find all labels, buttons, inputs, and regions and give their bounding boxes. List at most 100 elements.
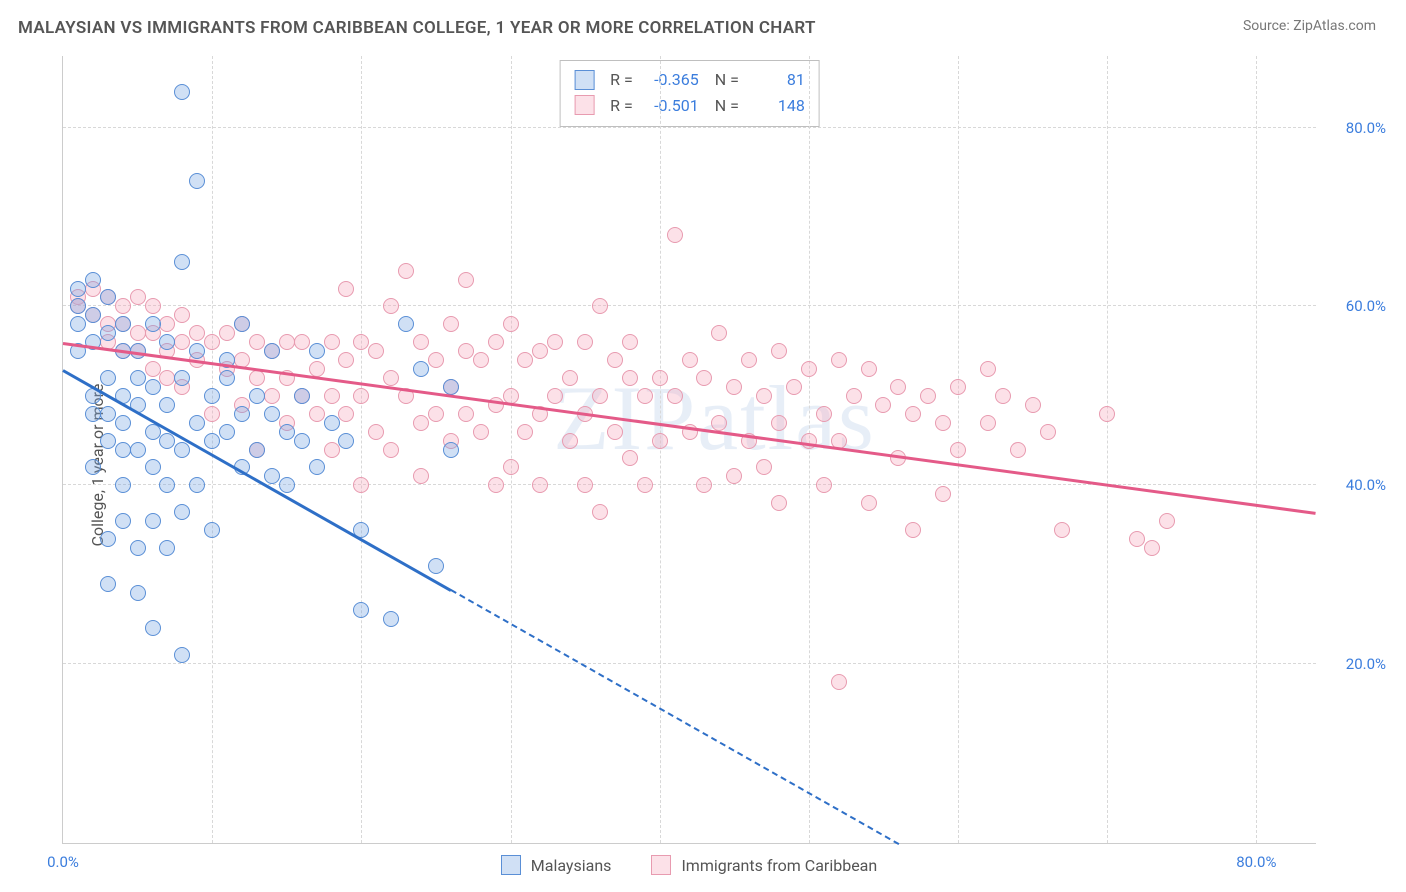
scatter-point-malaysians <box>309 343 325 359</box>
stat-n-b: 148 <box>749 93 805 119</box>
legend-label-b: Immigrants from Caribbean <box>681 856 877 875</box>
scatter-point-malaysians <box>249 442 265 458</box>
scatter-point-caribbean <box>249 370 265 386</box>
scatter-point-caribbean <box>159 370 175 386</box>
scatter-point-malaysians <box>100 289 116 305</box>
scatter-point-caribbean <box>592 388 608 404</box>
scatter-point-malaysians <box>115 415 131 431</box>
scatter-point-caribbean <box>592 298 608 314</box>
scatter-point-caribbean <box>622 450 638 466</box>
scatter-point-caribbean <box>592 504 608 520</box>
scatter-point-malaysians <box>70 298 86 314</box>
scatter-point-caribbean <box>115 298 131 314</box>
scatter-point-malaysians <box>130 370 146 386</box>
stat-label-n: N = <box>715 67 739 93</box>
scatter-point-caribbean <box>935 415 951 431</box>
scatter-point-caribbean <box>1159 513 1175 529</box>
chart-title: MALAYSIAN VS IMMIGRANTS FROM CARIBBEAN C… <box>18 18 816 38</box>
scatter-point-malaysians <box>219 370 235 386</box>
scatter-point-caribbean <box>950 442 966 458</box>
scatter-point-caribbean <box>756 388 772 404</box>
scatter-point-caribbean <box>667 227 683 243</box>
scatter-point-caribbean <box>711 415 727 431</box>
scatter-point-caribbean <box>756 459 772 475</box>
scatter-point-caribbean <box>503 316 519 332</box>
stat-r-a: -0.365 <box>643 67 699 93</box>
scatter-point-caribbean <box>503 459 519 475</box>
gridline-v <box>361 56 362 843</box>
scatter-point-malaysians <box>353 602 369 618</box>
scatter-point-malaysians <box>100 406 116 422</box>
scatter-point-malaysians <box>189 415 205 431</box>
scatter-point-caribbean <box>652 433 668 449</box>
scatter-point-malaysians <box>159 334 175 350</box>
scatter-point-caribbean <box>875 397 891 413</box>
scatter-point-malaysians <box>264 468 280 484</box>
scatter-point-malaysians <box>189 477 205 493</box>
gridline-h <box>63 484 1316 485</box>
scatter-point-malaysians <box>145 620 161 636</box>
trendline-malaysians-dashed <box>450 589 898 845</box>
scatter-point-malaysians <box>159 397 175 413</box>
scatter-point-malaysians <box>145 459 161 475</box>
scatter-point-malaysians <box>115 477 131 493</box>
scatter-point-caribbean <box>1099 406 1115 422</box>
stat-r-b: -0.501 <box>643 93 699 119</box>
scatter-point-caribbean <box>905 522 921 538</box>
scatter-point-malaysians <box>234 316 250 332</box>
scatter-point-caribbean <box>831 674 847 690</box>
scatter-point-malaysians <box>204 388 220 404</box>
scatter-point-malaysians <box>279 424 295 440</box>
scatter-point-caribbean <box>279 334 295 350</box>
scatter-point-caribbean <box>458 272 474 288</box>
scatter-point-caribbean <box>607 352 623 368</box>
swatch-malaysians <box>501 855 521 875</box>
scatter-point-caribbean <box>1040 424 1056 440</box>
trendline-caribbean <box>63 342 1316 515</box>
stat-label-n: N = <box>715 93 739 119</box>
scatter-point-malaysians <box>159 540 175 556</box>
scatter-point-caribbean <box>219 325 235 341</box>
scatter-point-caribbean <box>622 370 638 386</box>
scatter-point-malaysians <box>85 272 101 288</box>
scatter-point-malaysians <box>174 370 190 386</box>
scatter-point-caribbean <box>980 361 996 377</box>
scatter-point-caribbean <box>204 406 220 422</box>
scatter-point-caribbean <box>130 325 146 341</box>
scatter-point-caribbean <box>324 388 340 404</box>
swatch-caribbean <box>574 95 594 115</box>
scatter-point-caribbean <box>1144 540 1160 556</box>
scatter-point-malaysians <box>324 415 340 431</box>
scatter-point-caribbean <box>801 361 817 377</box>
scatter-point-malaysians <box>204 433 220 449</box>
scatter-point-caribbean <box>1025 397 1041 413</box>
scatter-point-caribbean <box>652 370 668 386</box>
scatter-point-caribbean <box>562 433 578 449</box>
scatter-point-malaysians <box>443 442 459 458</box>
scatter-point-malaysians <box>204 522 220 538</box>
stats-legend: R = -0.365 N = 81 R = -0.501 N = 148 <box>559 60 820 127</box>
scatter-point-caribbean <box>145 361 161 377</box>
y-tick-label: 60.0% <box>1326 297 1386 315</box>
scatter-point-caribbean <box>771 415 787 431</box>
scatter-point-caribbean <box>174 307 190 323</box>
scatter-point-caribbean <box>726 468 742 484</box>
scatter-point-caribbean <box>353 334 369 350</box>
scatter-point-malaysians <box>85 406 101 422</box>
scatter-point-caribbean <box>1054 522 1070 538</box>
scatter-point-caribbean <box>473 352 489 368</box>
gridline-v <box>511 56 512 843</box>
scatter-point-malaysians <box>174 442 190 458</box>
scatter-point-caribbean <box>368 343 384 359</box>
scatter-point-caribbean <box>249 334 265 350</box>
scatter-point-caribbean <box>413 468 429 484</box>
scatter-point-malaysians <box>100 370 116 386</box>
scatter-point-malaysians <box>249 388 265 404</box>
scatter-point-malaysians <box>219 424 235 440</box>
gridline-v <box>212 56 213 843</box>
scatter-point-caribbean <box>577 477 593 493</box>
scatter-point-caribbean <box>1010 442 1026 458</box>
scatter-point-malaysians <box>234 406 250 422</box>
scatter-point-caribbean <box>204 334 220 350</box>
gridline-v <box>1256 56 1257 843</box>
